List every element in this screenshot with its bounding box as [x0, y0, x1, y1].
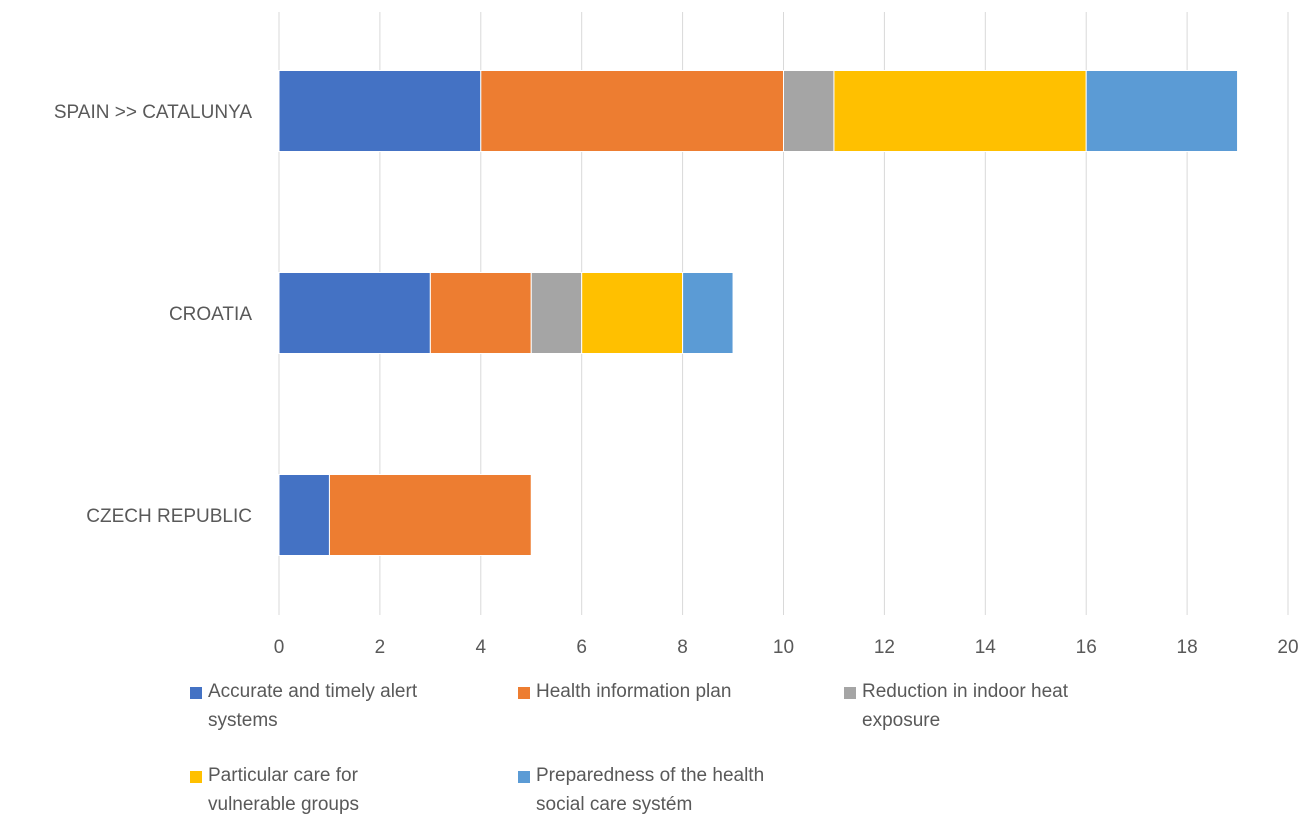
x-axis-tick-labels: 0 2 4 6 8 10 12 14 16 18 20 — [274, 637, 1299, 658]
bar-segment — [480, 70, 784, 152]
x-tick-label: 8 — [677, 637, 688, 658]
category-label: CZECH REPUBLIC — [86, 506, 252, 527]
x-tick-label: 18 — [1177, 637, 1198, 658]
bar-segment — [429, 272, 532, 354]
bar-segment — [278, 272, 431, 354]
x-tick-label: 6 — [576, 637, 587, 658]
bar-segment — [833, 70, 1087, 152]
x-tick-label: 0 — [274, 637, 285, 658]
x-tick-label: 20 — [1277, 637, 1298, 658]
category-label: SPAIN >> CATALUNYA — [54, 102, 252, 123]
bar-segment — [1085, 70, 1239, 152]
bar-segment — [581, 272, 684, 354]
x-tick-label: 16 — [1076, 637, 1097, 658]
x-tick-label: 2 — [375, 637, 386, 658]
x-tick-label: 10 — [773, 637, 794, 658]
bar-segment — [682, 272, 734, 354]
y-axis-category-labels: SPAIN >> CATALUNYA CROATIA CZECH REPUBLIC — [54, 102, 252, 527]
category-label: CROATIA — [169, 304, 252, 325]
x-tick-label: 14 — [975, 637, 997, 658]
x-tick-label: 12 — [874, 637, 895, 658]
bars — [278, 70, 1239, 556]
x-tick-label: 4 — [476, 637, 487, 658]
bar-segment — [278, 70, 482, 152]
bar-segment — [328, 474, 532, 556]
bar-segment — [783, 70, 835, 152]
bar-segment — [278, 474, 330, 556]
bar-segment — [530, 272, 583, 354]
